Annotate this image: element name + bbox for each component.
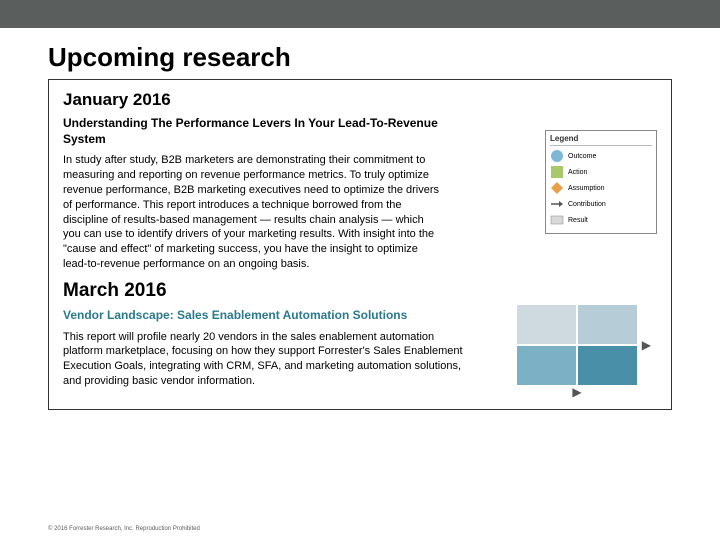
axis-right-icon: ▶ (642, 338, 651, 352)
legend-label: Contribution (568, 201, 606, 208)
legend-row: Contribution (550, 197, 652, 211)
axis-down-icon: ▶ (572, 385, 581, 399)
content-box: January 2016 Understanding The Performan… (48, 79, 672, 410)
page-title: Upcoming research (0, 28, 720, 73)
legend-row: Outcome (550, 149, 652, 163)
quadrant-cell (517, 305, 576, 344)
legend-title: Legend (550, 134, 652, 146)
quadrant-cell (578, 346, 637, 385)
month-heading-jan: January 2016 (63, 90, 657, 110)
footer-copyright: © 2016 Forrester Research, Inc. Reproduc… (48, 526, 200, 532)
quadrant-cell (578, 305, 637, 344)
report-title-2: Vendor Landscape: Sales Enablement Autom… (63, 308, 483, 324)
month-heading-mar: March 2016 (63, 280, 657, 302)
legend-row: Result (550, 213, 652, 227)
report-title-1: Understanding The Performance Levers In … (63, 116, 443, 147)
quadrant-cell (517, 346, 576, 385)
report-body-2: This report will profile nearly 20 vendo… (63, 330, 463, 389)
legend-row: Assumption (550, 181, 652, 195)
arrow-icon (550, 197, 564, 211)
top-bar (0, 0, 720, 28)
square-icon (550, 165, 564, 179)
quadrant-chart: ▶ ▶ (517, 305, 657, 395)
rect-icon (550, 213, 564, 227)
diamond-icon (550, 181, 564, 195)
legend-box: Legend Outcome Action Assumption Contrib… (545, 130, 657, 234)
report-body-1: In study after study, B2B marketers are … (63, 153, 443, 272)
legend-label: Assumption (568, 185, 605, 192)
legend-row: Action (550, 165, 652, 179)
legend-label: Action (568, 169, 587, 176)
legend-label: Outcome (568, 153, 596, 160)
circle-icon (550, 149, 564, 163)
legend-label: Result (568, 217, 588, 224)
